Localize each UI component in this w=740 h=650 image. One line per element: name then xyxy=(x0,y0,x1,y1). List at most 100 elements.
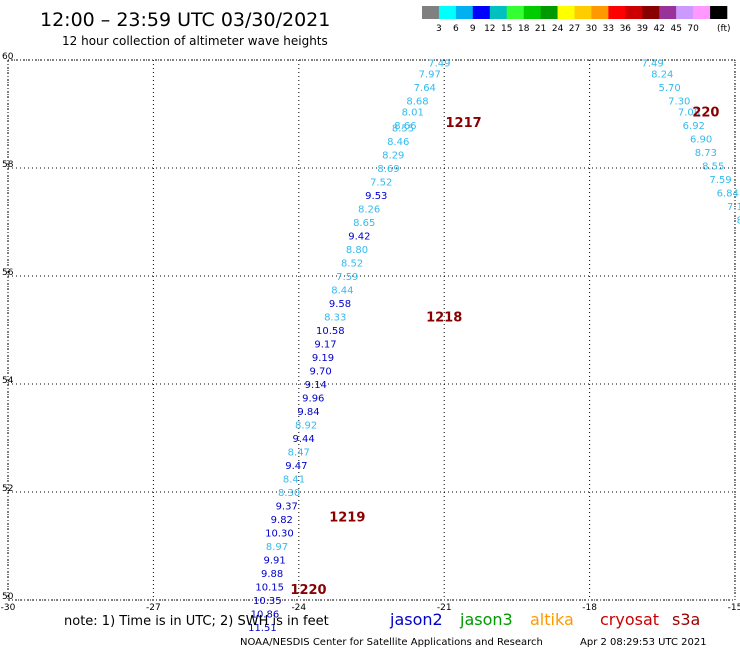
wave-height-label: 7.52 xyxy=(370,178,392,189)
color-scale-swatch xyxy=(642,6,660,19)
wave-height-label: 8.44 xyxy=(331,286,353,297)
wave-height-label: 9.58 xyxy=(329,299,351,310)
generated-timestamp: Apr 2 08:29:53 UTC 2021 xyxy=(580,637,707,648)
color-scale-label: 15 xyxy=(501,24,512,34)
color-scale-label: 3 xyxy=(436,24,442,34)
wave-height-label: 9.70 xyxy=(309,367,331,378)
wave-height-label: 6.92 xyxy=(683,121,705,132)
credit-line: NOAA/NESDIS Center for Satellite Applica… xyxy=(240,637,543,648)
y-tick-label: 56 xyxy=(2,268,14,278)
pass-labels: 1217 1218 1219 1220 220 xyxy=(290,105,719,598)
color-scale-label: 12 xyxy=(484,24,495,34)
legend-jason3: jason3 xyxy=(459,610,513,629)
wave-height-label: 8.92 xyxy=(295,421,317,432)
color-scale-swatch xyxy=(489,6,507,19)
wave-height-label: 8.01 xyxy=(402,107,424,118)
legend-cryosat: cryosat xyxy=(600,610,659,629)
wave-height-label: 9.42 xyxy=(348,232,370,243)
wave-height-label: 8.68 xyxy=(406,97,428,108)
wave-height-label: 8.73 xyxy=(695,148,717,159)
color-scale-swatch xyxy=(438,6,457,19)
color-scale-label: 45 xyxy=(670,24,681,34)
color-scale-swatch xyxy=(676,6,694,19)
wave-height-label: 8.26 xyxy=(358,205,380,216)
wave-height-label: 9.37 xyxy=(276,502,298,513)
wave-height-label: 11.51 xyxy=(248,623,277,634)
wave-height-label: 7.59 xyxy=(336,272,358,283)
wave-height-label: 9.14 xyxy=(305,380,327,391)
color-scale-swatch xyxy=(659,6,677,19)
color-scale-label: 39 xyxy=(637,24,649,34)
wave-height-label: 10.35 xyxy=(253,596,282,607)
color-scale: 3 6 9 12 15 18 21 24 27 30 33 36 39 42 45 70 xyxy=(422,6,728,34)
legend-jason2: jason2 xyxy=(389,610,443,629)
wave-height-label: 8 xyxy=(737,215,740,226)
y-tick-label: 52 xyxy=(2,484,13,494)
chart-title: 12:00 – 23:59 UTC 03/30/2021 xyxy=(40,9,330,31)
wave-height-label: 8.80 xyxy=(346,245,368,256)
color-scale-swatch xyxy=(693,6,711,19)
axis-tick-labels: -30 -27 -24 -21 -18 -15 50 52 54 56 58 60 xyxy=(1,52,740,613)
color-scale-unit: (ft) xyxy=(717,24,731,34)
color-scale-label: 24 xyxy=(552,24,564,34)
color-scale-label: 6 xyxy=(453,24,459,34)
wave-height-label: 10.15 xyxy=(255,583,284,594)
wave-height-label: 9.91 xyxy=(263,556,285,567)
wave-height-label: 9.47 xyxy=(285,461,307,472)
wave-height-label: 9.17 xyxy=(314,340,336,351)
x-tick-label: -18 xyxy=(582,603,597,613)
wave-height-label: 10.30 xyxy=(265,529,294,540)
wave-height-label: 9.44 xyxy=(292,434,314,445)
wave-height-label: 9.53 xyxy=(365,191,387,202)
wave-height-label: 8.55 xyxy=(392,124,414,135)
color-scale-swatch xyxy=(557,6,575,19)
wave-height-label: 10.58 xyxy=(316,326,345,337)
wave-height-label: 8.29 xyxy=(382,151,404,162)
satellite-legend: jason2 jason3 altika cryosat s3a xyxy=(389,610,700,629)
wave-height-label: 8.55 xyxy=(702,161,724,172)
pass-number-label: 1219 xyxy=(329,510,365,525)
wave-height-label: 8.69 xyxy=(377,164,399,175)
wave-height-label: 5.70 xyxy=(658,83,680,94)
wave-height-label: 8.33 xyxy=(324,313,346,324)
wave-height-label: 8.97 xyxy=(266,542,288,553)
wave-height-label: 7.49 xyxy=(428,59,450,70)
wave-height-label: 7.1 xyxy=(727,202,740,213)
wave-height-label: 8.52 xyxy=(341,259,363,270)
color-scale-swatch xyxy=(523,6,541,19)
color-scale-label: 70 xyxy=(687,24,699,34)
wave-height-label: 9.19 xyxy=(312,353,334,364)
color-scale-label: 21 xyxy=(535,24,546,34)
x-tick-label: -27 xyxy=(146,603,161,613)
footnote: note: 1) Time is in UTC; 2) SWH is in fe… xyxy=(64,614,329,629)
wave-height-label: 9.84 xyxy=(297,407,319,418)
color-scale-label: 30 xyxy=(586,24,598,34)
color-scale-swatch xyxy=(574,6,592,19)
color-scale-swatch xyxy=(540,6,558,19)
pass-number-label: 1217 xyxy=(446,116,482,131)
wave-height-label: 8.30 xyxy=(278,488,300,499)
color-scale-swatch xyxy=(625,6,643,19)
wave-height-observations: 7.497.977.648.688.018.668.558.468.298.69… xyxy=(248,59,740,634)
wave-height-label: 9.88 xyxy=(261,569,283,580)
legend-altika: altika xyxy=(530,610,574,629)
x-tick-label: -21 xyxy=(437,603,452,613)
wave-height-label: 8.47 xyxy=(288,448,310,459)
wave-height-label: 8.66 xyxy=(394,121,416,132)
wave-height-label: 10.86 xyxy=(251,610,280,621)
wave-height-label: 8.41 xyxy=(283,475,305,486)
wave-height-label: 9.82 xyxy=(271,515,293,526)
y-tick-label: 60 xyxy=(2,52,14,62)
color-scale-label: 33 xyxy=(603,24,614,34)
color-scale-swatch xyxy=(608,6,626,19)
pass-number-label: 1220 xyxy=(290,583,326,598)
color-scale-label: 18 xyxy=(518,24,530,34)
wave-height-label: 7.08 xyxy=(678,107,700,118)
wave-height-label: 7.59 xyxy=(709,175,731,186)
map-grid xyxy=(7,59,736,601)
wave-height-label: 8.46 xyxy=(387,137,409,148)
chart-subtitle: 12 hour collection of altimeter wave hei… xyxy=(62,34,328,48)
wave-height-label: 6.90 xyxy=(690,134,712,145)
color-scale-swatch xyxy=(422,6,440,19)
